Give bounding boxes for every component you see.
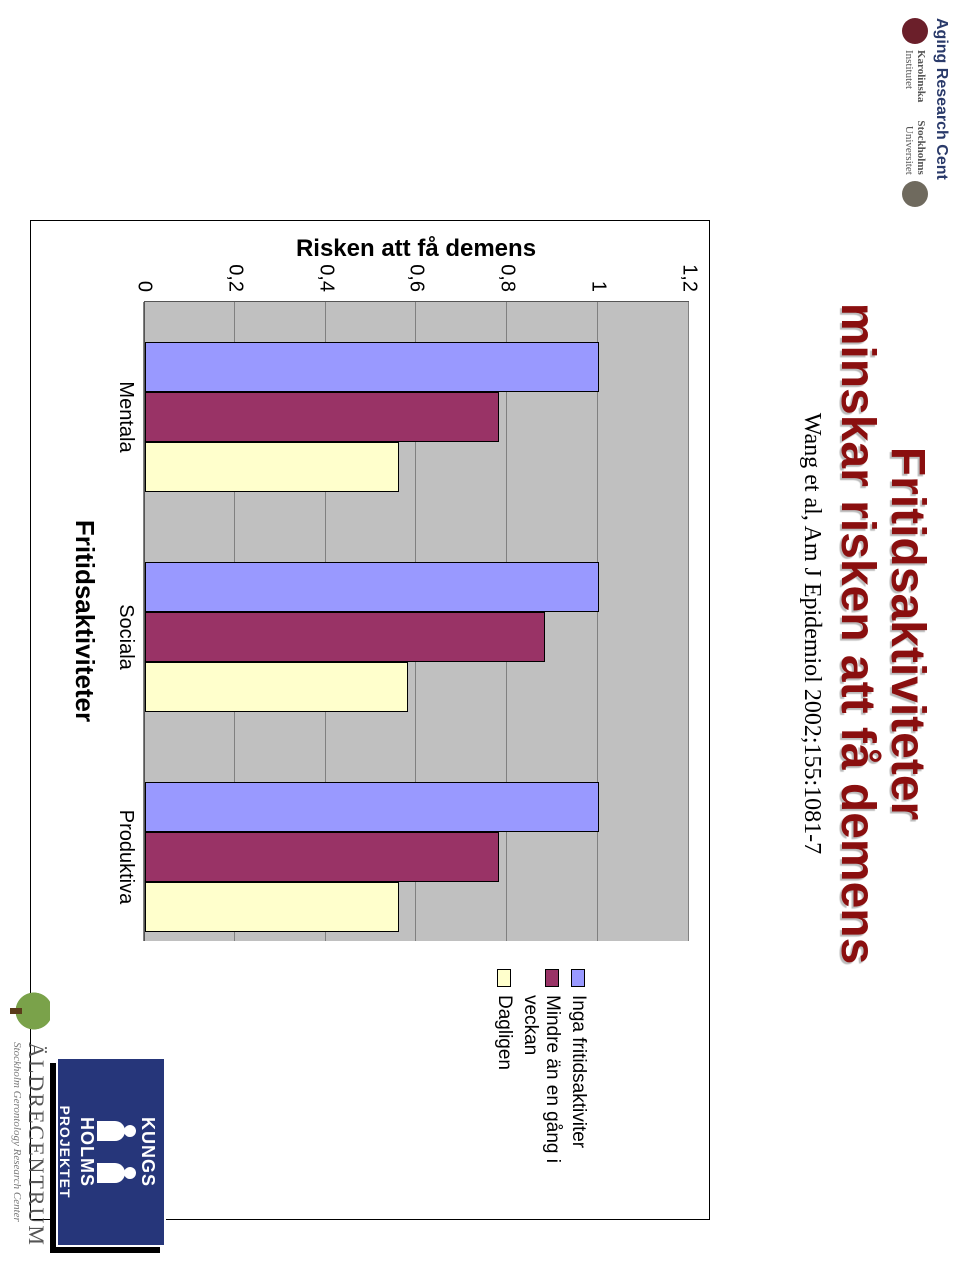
bar-daily xyxy=(145,882,399,932)
x-axis-title: Fritidsaktiviteter xyxy=(69,520,100,722)
x-tick-label: Produktiva xyxy=(114,810,145,905)
aldre-text-wrap: ÄLDRECENTRUM Stockholm Gerontology Resea… xyxy=(11,1042,49,1247)
x-tick-label: Mentala xyxy=(114,381,145,452)
title-line1: Fritidsaktiviteter xyxy=(881,447,934,820)
legend-swatch-icon xyxy=(497,969,511,987)
person-icon xyxy=(97,1117,137,1145)
legend-item-none: Inga fritidsaktiviter xyxy=(567,969,589,1183)
gridline xyxy=(597,302,598,941)
y-tick-label: 0 xyxy=(133,281,156,302)
legend-label: Dagligen xyxy=(494,995,516,1070)
kh-line3: PROJEKTET xyxy=(57,1105,73,1198)
kungsholms-logo: KUNGS HOLMS PROJEKTET xyxy=(56,1057,166,1247)
y-tick-label: 0,8 xyxy=(496,264,519,302)
title-line2: minskar risken att få demens xyxy=(831,303,884,965)
bar-ltweek xyxy=(145,392,499,442)
y-tick-label: 1,2 xyxy=(678,264,701,302)
legend-item-ltweek: Mindre än en gång i veckan xyxy=(519,969,563,1183)
kh-line1: KUNGS xyxy=(137,1059,158,1245)
aldrecentrum-logo: ÄLDRECENTRUM Stockholm Gerontology Resea… xyxy=(10,988,50,1247)
slide: Aging Research Cent Karolinska Institute… xyxy=(0,0,960,1267)
y-tick-label: 0,2 xyxy=(223,264,246,302)
center-name: Aging Research Cent xyxy=(932,18,950,207)
title-block: Fritidsaktiviteter minskar risken att få… xyxy=(798,0,932,1267)
legend-swatch-icon xyxy=(545,969,559,987)
bar-daily xyxy=(145,442,399,492)
bar-daily xyxy=(145,662,408,712)
slide-title: Fritidsaktiviteter minskar risken att få… xyxy=(831,0,932,1267)
y-tick-label: 0,6 xyxy=(405,264,428,302)
bar-none xyxy=(145,562,599,612)
bar-none xyxy=(145,782,599,832)
legend-item-daily: Dagligen xyxy=(494,969,516,1183)
plot-area: 00,20,40,60,811,2MentalaSocialaProduktiv… xyxy=(144,301,689,941)
person-icon xyxy=(97,1159,137,1187)
legend: Inga fritidsaktiviterMindre än en gång i… xyxy=(484,961,599,1191)
aldre-sub: Stockholm Gerontology Research Center xyxy=(11,1042,23,1247)
kh-line2-3: HOLMS PROJEKTET xyxy=(55,1059,97,1245)
footer-logos: KUNGS HOLMS PROJEKTET ÄLDRECENTRUM Stock… xyxy=(10,988,166,1247)
bar-ltweek xyxy=(145,612,545,662)
y-tick-label: 1 xyxy=(587,281,610,302)
kh-line2: HOLMS xyxy=(77,1117,97,1187)
legend-label: Inga fritidsaktiviter xyxy=(567,995,589,1148)
tree-icon xyxy=(10,988,50,1034)
x-tick-label: Sociala xyxy=(114,604,145,670)
y-tick-label: 0,4 xyxy=(314,264,337,302)
bar-none xyxy=(145,342,599,392)
citation: Wang et al, Am J Epidemiol 2002;155:1081… xyxy=(798,0,825,1267)
aldre-name: ÄLDRECENTRUM xyxy=(23,1042,49,1247)
y-axis-title: Risken att få demens xyxy=(296,235,536,263)
kh-figures xyxy=(97,1059,137,1245)
legend-swatch-icon xyxy=(571,969,585,987)
legend-label: Mindre än en gång i veckan xyxy=(519,995,563,1183)
bar-ltweek xyxy=(145,832,499,882)
gridline xyxy=(688,302,689,941)
